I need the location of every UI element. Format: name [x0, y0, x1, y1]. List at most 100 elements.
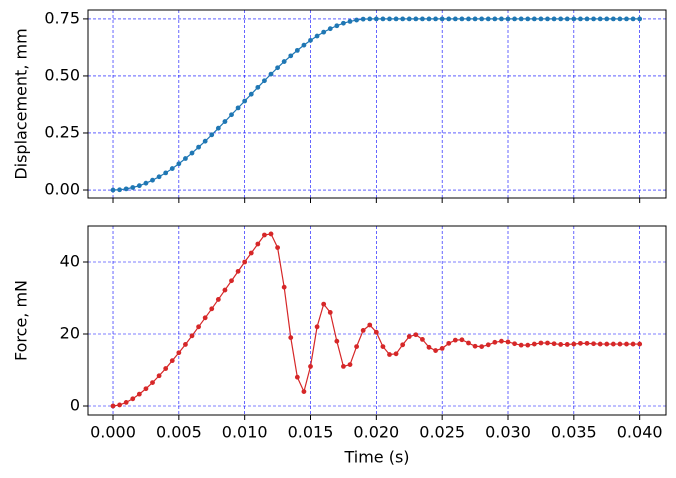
data-point [492, 16, 498, 22]
data-point [525, 16, 531, 22]
data-point [242, 259, 248, 265]
data-point [117, 402, 122, 408]
data-point [301, 42, 307, 48]
data-point [452, 337, 458, 343]
data-point [472, 343, 478, 349]
y-tick-label: 0 [70, 396, 80, 415]
data-point [150, 177, 155, 183]
data-point [604, 16, 610, 22]
data-point [617, 341, 623, 347]
data-point [505, 339, 511, 345]
data-point [268, 71, 274, 77]
data-point [334, 23, 340, 29]
data-point [459, 337, 465, 343]
y-tick-label: 0.50 [44, 65, 80, 84]
data-point [485, 342, 491, 348]
data-point [294, 374, 300, 380]
data-point [531, 341, 537, 347]
data-point [479, 16, 485, 22]
data-point [235, 105, 241, 111]
data-point [136, 183, 142, 189]
data-point [531, 16, 537, 22]
x-tick-label: 0.005 [156, 423, 202, 442]
data-point [189, 150, 195, 156]
data-point [485, 16, 491, 22]
x-tick-label: 0.035 [551, 423, 597, 442]
data-point [617, 16, 623, 22]
data-point [360, 16, 366, 22]
data-point [630, 16, 636, 22]
data-point [255, 241, 261, 247]
y-axis-label: Displacement, mm [12, 28, 31, 179]
y-tick-label: 20 [60, 324, 80, 343]
data-point [393, 351, 399, 357]
data-point [380, 344, 386, 349]
data-line [112, 18, 640, 191]
data-point [610, 341, 616, 347]
data-point [235, 268, 241, 274]
data-point [413, 332, 419, 338]
data-point [341, 20, 346, 26]
data-point [334, 338, 340, 344]
data-point [564, 16, 570, 22]
data-line [112, 233, 640, 407]
data-point [578, 16, 583, 22]
data-point [229, 112, 234, 118]
data-point [327, 310, 333, 315]
data-point [525, 342, 531, 348]
data-point [400, 16, 406, 22]
data-point [255, 84, 261, 90]
data-point [420, 337, 425, 342]
data-point [551, 341, 557, 347]
data-point [367, 322, 373, 328]
data-point [380, 16, 386, 22]
data-point [564, 342, 570, 347]
data-point [637, 341, 643, 347]
data-point [604, 341, 610, 347]
data-point [215, 297, 221, 302]
data-point [268, 231, 274, 237]
data-point [499, 16, 504, 22]
y-tick-label: 0.00 [44, 180, 80, 199]
data-point [439, 346, 445, 351]
data-point [610, 16, 616, 22]
data-point [169, 358, 175, 364]
data-point [354, 344, 359, 349]
data-point [242, 98, 248, 104]
data-point [505, 16, 511, 22]
data-point [196, 324, 201, 330]
data-point [426, 344, 432, 350]
data-point [406, 334, 412, 339]
data-point [354, 17, 359, 23]
data-point [176, 161, 182, 167]
x-tick-label: 0.025 [419, 423, 465, 442]
data-point [512, 16, 517, 22]
data-point [499, 338, 504, 344]
data-point [591, 16, 596, 22]
data-point [288, 335, 294, 340]
data-point [426, 16, 432, 22]
data-point [209, 132, 215, 138]
data-point [110, 187, 116, 193]
data-point [538, 16, 544, 22]
axes-frame [87, 225, 667, 416]
data-point [591, 341, 596, 347]
data-point [597, 16, 603, 22]
data-point [163, 170, 169, 176]
data-point [466, 16, 471, 22]
data-point [248, 91, 254, 97]
data-point [373, 329, 379, 335]
axes-frame [87, 9, 667, 199]
x-tick-label: 0.020 [353, 423, 399, 442]
data-point [624, 341, 629, 347]
data-point [327, 26, 333, 32]
data-point [479, 344, 485, 349]
data-point [466, 340, 471, 346]
data-point [308, 37, 313, 43]
data-point [169, 166, 175, 171]
data-point [630, 341, 636, 347]
data-point [262, 232, 267, 238]
data-point [518, 16, 524, 22]
data-point [215, 125, 221, 131]
